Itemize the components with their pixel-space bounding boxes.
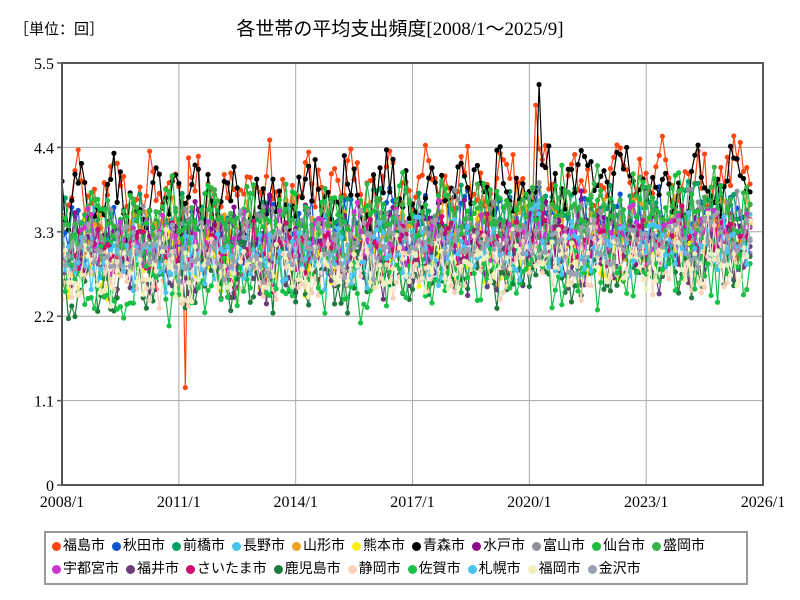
legend-item-label: 静岡市 — [358, 561, 401, 577]
y-tick-label: 2.2 — [34, 309, 54, 326]
y-tick-label: 0 — [46, 478, 54, 495]
x-tick-label: 2008/1 — [40, 494, 84, 511]
legend-rows: 福島市 秋田市 前橋市 長野市 山形市 熊本市 青森市 水戸市 富山市 仙台市 盛岡市宇都宮市 福井市… — [46, 533, 746, 583]
legend-marker-icon — [292, 542, 301, 551]
legend-item-静岡市[interactable]: 静岡市 — [347, 561, 401, 577]
legend-item-福島市[interactable]: 福島市 — [52, 538, 105, 554]
y-tick-label: 3.3 — [34, 225, 54, 242]
legend-marker-icon — [352, 542, 361, 551]
legend-item-盛岡市[interactable]: 盛岡市 — [652, 538, 705, 554]
x-tick-label: 2026/1 — [741, 494, 785, 511]
legend-item-label: 福岡市 — [538, 561, 581, 577]
legend-item-label: 宇都宮市 — [63, 561, 119, 577]
legend-marker-icon — [52, 565, 61, 574]
x-tick-label: 2017/1 — [390, 494, 434, 511]
x-tick-label: 2011/1 — [157, 494, 201, 511]
legend-item-山形市[interactable]: 山形市 — [292, 538, 345, 554]
y-tick-label: 1.1 — [34, 394, 54, 411]
legend-item-長野市[interactable]: 長野市 — [232, 538, 285, 554]
y-tick-label: 5.5 — [34, 56, 54, 73]
legend-marker-icon — [592, 542, 601, 551]
legend-item-札幌市[interactable]: 札幌市 — [467, 561, 521, 577]
legend-item-熊本市[interactable]: 熊本市 — [352, 538, 405, 554]
y-tick-label: 4.4 — [34, 140, 54, 157]
legend-marker-icon — [412, 542, 421, 551]
legend-item-水戸市[interactable]: 水戸市 — [472, 538, 525, 554]
legend-item-label: 長野市 — [243, 538, 285, 554]
legend-marker-icon — [126, 565, 135, 574]
legend-marker-icon — [652, 542, 661, 551]
legend-marker-icon — [52, 542, 61, 551]
legend-item-label: 富山市 — [543, 538, 585, 554]
legend-item-仙台市[interactable]: 仙台市 — [592, 538, 645, 554]
legend-item-富山市[interactable]: 富山市 — [532, 538, 585, 554]
legend-item-宇都宮市[interactable]: 宇都宮市 — [52, 561, 119, 577]
legend-item-label: 札幌市 — [478, 561, 521, 577]
legend-item-label: 鹿児島市 — [284, 561, 341, 577]
legend-marker-icon — [347, 565, 357, 574]
legend-marker-icon — [467, 565, 477, 574]
legend-marker-icon — [112, 542, 121, 551]
x-tick-label: 2020/1 — [507, 494, 551, 511]
legend-marker-icon — [587, 565, 597, 574]
plot-frame — [61, 62, 764, 486]
legend-item-label: 福井市 — [137, 561, 179, 577]
legend-item-label: 前橋市 — [183, 538, 225, 554]
legend-item-label: 福島市 — [63, 538, 105, 554]
legend-item-佐賀市[interactable]: 佐賀市 — [407, 561, 461, 577]
legend-row: 福島市 秋田市 前橋市 長野市 山形市 熊本市 青森市 水戸市 富山市 仙台市 盛岡市 — [52, 535, 740, 558]
legend-item-秋田市[interactable]: 秋田市 — [112, 538, 165, 554]
legend-marker-icon — [232, 542, 241, 551]
legend-item-label: 佐賀市 — [418, 561, 461, 577]
x-tick-label: 2014/1 — [273, 494, 317, 511]
y-axis-labels: 0 1.1 2.2 3.3 4.4 5.5 — [34, 56, 62, 495]
legend-item-label: さいたま市 — [197, 561, 267, 577]
legend-item-福井市[interactable]: 福井市 — [126, 561, 179, 577]
legend-item-青森市[interactable]: 青森市 — [412, 538, 465, 554]
legend-item-label: 秋田市 — [123, 538, 165, 554]
legend-item-label: 仙台市 — [603, 538, 645, 554]
page-title: 各世帯の平均支出頻度[2008/1～2025/9] — [236, 19, 564, 40]
legend-item-前橋市[interactable]: 前橋市 — [172, 538, 225, 554]
legend-marker-icon — [186, 565, 195, 574]
legend-marker-icon — [472, 542, 481, 551]
legend-row: 宇都宮市 福井市 さいたま市 鹿児島市 静岡市 佐賀市 札幌市 福岡市 金沢市 — [52, 558, 740, 581]
legend-marker-icon — [273, 565, 283, 574]
legend-item-label: 山形市 — [303, 538, 345, 554]
legend-item-さいたま市[interactable]: さいたま市 — [186, 561, 267, 577]
x-tick-label: 2023/1 — [624, 494, 668, 511]
legend-item-label: 盛岡市 — [663, 538, 705, 554]
legend-marker-icon — [527, 565, 537, 574]
unit-label: ［単位：回］ — [14, 22, 105, 38]
legend-marker-icon — [407, 565, 417, 574]
legend-item-label: 熊本市 — [363, 538, 405, 554]
series-group — [62, 81, 753, 391]
legend-marker-icon — [172, 542, 181, 551]
legend-item-福岡市[interactable]: 福岡市 — [527, 561, 581, 577]
legend-item-label: 水戸市 — [483, 538, 525, 554]
legend-marker-icon — [532, 542, 541, 551]
chart-legend: 福島市 秋田市 前橋市 長野市 山形市 熊本市 青森市 水戸市 富山市 仙台市 盛岡市宇都宮市 福井市… — [44, 531, 748, 585]
legend-item-鹿児島市[interactable]: 鹿児島市 — [273, 561, 341, 577]
legend-item-label: 金沢市 — [598, 561, 641, 577]
x-axis-labels: 2008/1 2011/1 2014/1 2017/1 2020/1 2023/1 2026… — [40, 494, 785, 511]
series-金沢市 — [62, 205, 753, 285]
legend-item-label: 青森市 — [423, 538, 465, 554]
legend-item-金沢市[interactable]: 金沢市 — [587, 561, 641, 577]
